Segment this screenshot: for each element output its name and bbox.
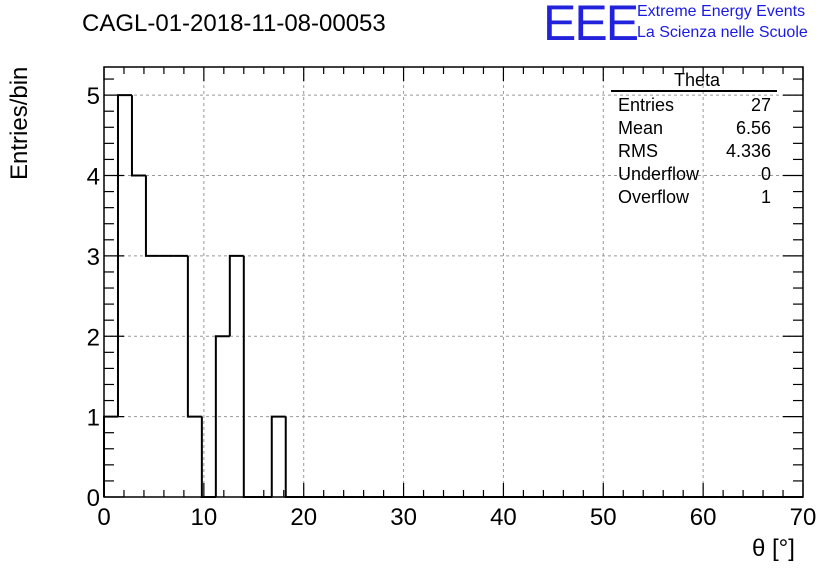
x-tick-label: 70 xyxy=(790,504,817,531)
stats-label: Overflow xyxy=(618,187,690,207)
logo-text-line2: La Scienza nelle Scuole xyxy=(637,24,808,41)
stats-value: 1 xyxy=(760,187,771,207)
stats-divider xyxy=(611,90,777,92)
histogram-bin xyxy=(186,255,202,418)
stats-row-overflow: Overflow 1 xyxy=(611,186,777,209)
y-tick-label: 5 xyxy=(87,83,100,110)
stats-value: 27 xyxy=(750,95,771,115)
x-tick-label: 50 xyxy=(590,504,617,531)
stats-row-underflow: Underflow 0 xyxy=(611,163,777,186)
x-tick-label: 10 xyxy=(191,504,218,531)
plot-frame xyxy=(103,66,804,498)
stats-label: Entries xyxy=(618,95,675,115)
eee-logo-mark: EEE xyxy=(543,0,639,51)
x-tick-label: 30 xyxy=(390,504,417,531)
chart-title: CAGL-01-2018-11-08-00053 xyxy=(82,10,386,37)
stats-value: 4.336 xyxy=(725,141,771,161)
x-axis-label: θ [°] xyxy=(752,535,795,562)
histogram-bin xyxy=(103,415,118,497)
stats-box: Theta Entries 27 Mean 6.56 RMS 4.336 Und… xyxy=(611,70,777,209)
x-tick-label: 20 xyxy=(290,504,317,531)
x-tick-label: 40 xyxy=(490,504,517,531)
y-tick-label: 1 xyxy=(87,405,100,432)
stats-value: 0 xyxy=(760,164,771,184)
y-tick-label: 3 xyxy=(87,244,100,271)
histogram-bin xyxy=(144,175,160,257)
x-tick-label: 0 xyxy=(97,504,110,531)
histogram-bin xyxy=(242,255,258,498)
stats-value: 6.56 xyxy=(735,118,771,138)
logo-text-line1: Extreme Energy Events xyxy=(637,3,806,20)
stats-label: RMS xyxy=(618,141,658,161)
y-tick-label: 4 xyxy=(87,164,100,191)
stats-row-rms: RMS 4.336 xyxy=(611,140,777,163)
histogram-bin xyxy=(214,335,230,497)
y-tick-label: 0 xyxy=(87,485,100,512)
histogram-bin xyxy=(284,416,300,498)
histogram-bin xyxy=(130,95,146,177)
y-axis-label: Entries/bin xyxy=(6,66,33,180)
y-tick-label: 2 xyxy=(87,324,100,351)
stats-title: Theta xyxy=(673,70,721,90)
stats-row-mean: Mean 6.56 xyxy=(611,117,777,140)
stats-row-entries: Entries 27 xyxy=(611,94,777,117)
x-tick-label: 60 xyxy=(690,504,717,531)
histogram-bin xyxy=(228,254,244,337)
stats-label: Mean xyxy=(618,118,664,138)
histogram-bin xyxy=(270,415,286,497)
stats-label: Underflow xyxy=(618,164,700,184)
